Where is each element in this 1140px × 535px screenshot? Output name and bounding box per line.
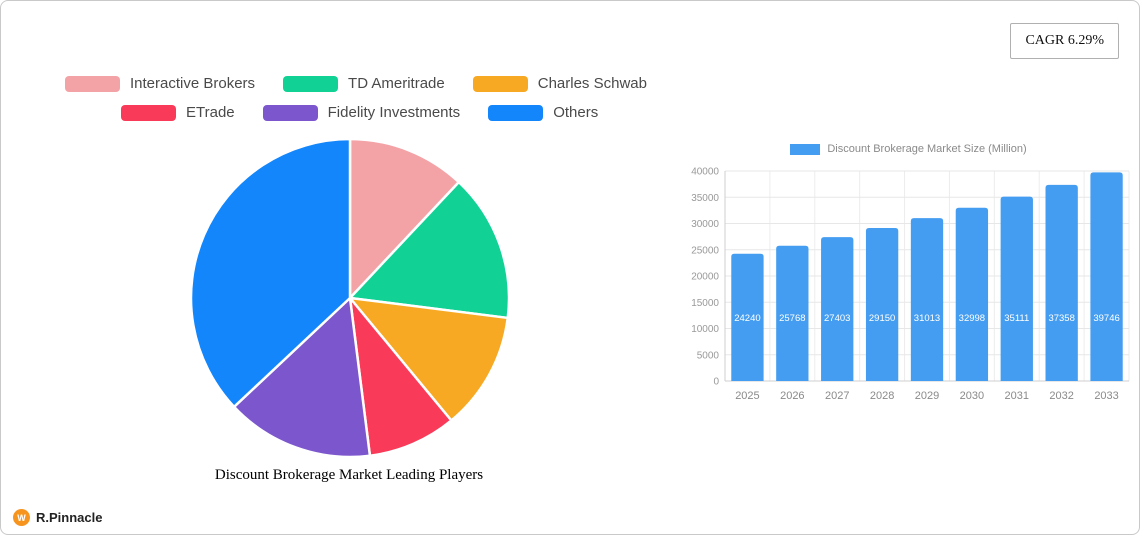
x-tick-label: 2025 xyxy=(735,390,759,402)
legend-swatch-others xyxy=(488,104,544,121)
legend-swatch-etrade xyxy=(121,104,176,121)
pie-slice-interactive-brokers[interactable] xyxy=(348,137,461,300)
legend-item-td-ameritrade[interactable]: TD Ameritrade xyxy=(283,75,445,92)
y-tick-label: 35000 xyxy=(691,193,719,204)
brand-logo-icon: W xyxy=(13,509,30,526)
x-tick-label: 2029 xyxy=(915,390,939,402)
bar-value-label: 32998 xyxy=(959,313,985,324)
bar-value-label: 39746 xyxy=(1093,313,1119,324)
legend-item-charles-schwab[interactable]: Charles Schwab xyxy=(472,75,647,92)
x-tick-label: 2030 xyxy=(960,390,984,402)
bar-value-label: 27403 xyxy=(824,313,850,324)
legend-label: Fidelity Investments xyxy=(327,104,461,121)
legend-item-interactive-brokers[interactable]: Interactive Brokers xyxy=(65,75,255,92)
bar-chart-svg: 0 5000 10000 15000 20000 25000 30000 35000 40000… xyxy=(691,167,1130,402)
bar-legend[interactable]: Discount Brokerage Market Size (Million) xyxy=(681,143,1136,155)
legend-item-etrade[interactable]: ETrade xyxy=(121,104,235,121)
cagr-badge: CAGR 6.29% xyxy=(1010,23,1119,59)
legend-label: Others xyxy=(553,104,599,121)
bar-2032[interactable] xyxy=(1045,184,1078,381)
pie-legend-row: ETrade Fidelity Investments Others xyxy=(121,104,647,121)
pie-slice-others[interactable] xyxy=(189,137,352,409)
legend-label: TD Ameritrade xyxy=(348,75,445,92)
pie-chart-title: Discount Brokerage Market Leading Player… xyxy=(214,467,484,483)
y-tick-label: 25000 xyxy=(691,245,719,256)
bar-2025[interactable] xyxy=(731,253,764,381)
pie-legend: Interactive Brokers TD Ameritrade Charles … xyxy=(65,75,647,121)
legend-swatch-fidelity-investments xyxy=(262,104,318,121)
bar-2027[interactable] xyxy=(821,237,854,381)
x-tick-label: 2033 xyxy=(1094,390,1118,402)
y-tick-label: 15000 xyxy=(691,298,719,309)
y-tick-label: 10000 xyxy=(691,324,719,335)
legend-label: Charles Schwab xyxy=(537,75,647,92)
bar-2029[interactable] xyxy=(910,218,944,381)
bar-2026[interactable] xyxy=(776,245,809,381)
pie-slice-etrade[interactable] xyxy=(348,296,453,457)
legend-label: ETrade xyxy=(186,104,235,121)
bar-value-label: 37358 xyxy=(1048,313,1074,324)
x-tick-label: 2027 xyxy=(825,390,849,402)
x-tick-label: 2032 xyxy=(1049,390,1073,402)
bar-legend-swatch xyxy=(790,143,821,155)
bar-legend-label: Discount Brokerage Market Size (Million) xyxy=(827,143,1027,155)
brand-logo: W R.Pinnacle xyxy=(13,509,102,526)
pie-slice-fidelity-investments[interactable] xyxy=(232,296,372,459)
y-tick-label: 30000 xyxy=(691,219,719,230)
legend-item-fidelity-investments[interactable]: Fidelity Investments xyxy=(262,104,461,121)
legend-swatch-td-ameritrade xyxy=(283,75,339,92)
bar-value-label: 25768 xyxy=(779,313,805,324)
x-tick-label: 2026 xyxy=(780,390,804,402)
bar-value-label: 29150 xyxy=(869,313,895,324)
legend-swatch-charles-schwab xyxy=(472,75,528,92)
x-tick-label: 2028 xyxy=(870,390,894,402)
y-tick-label: 20000 xyxy=(691,272,719,283)
y-tick-label: 5000 xyxy=(697,350,720,361)
bar-2028[interactable] xyxy=(865,227,899,381)
y-tick-label: 40000 xyxy=(691,167,719,178)
bar-value-label: 31013 xyxy=(914,313,940,324)
bar-value-label: 35111 xyxy=(1004,313,1029,324)
legend-item-others[interactable]: Others xyxy=(488,104,598,121)
x-tick-label: 2031 xyxy=(1005,390,1029,402)
pie-legend-row: Interactive Brokers TD Ameritrade Charles … xyxy=(65,75,647,92)
pie-slice-charles-schwab[interactable] xyxy=(348,296,509,422)
bar-2031[interactable] xyxy=(1000,196,1033,381)
y-tick-label: 0 xyxy=(713,377,719,388)
pie-chart-svg xyxy=(189,137,511,459)
bar-2033[interactable] xyxy=(1090,172,1123,381)
pie-slice-td-ameritrade[interactable] xyxy=(348,180,511,320)
legend-swatch-interactive-brokers xyxy=(65,75,120,92)
legend-label: Interactive Brokers xyxy=(130,75,256,92)
brand-name: R.Pinnacle xyxy=(36,510,103,525)
bar-2030[interactable] xyxy=(955,207,989,381)
bar-value-label: 24240 xyxy=(734,313,760,324)
